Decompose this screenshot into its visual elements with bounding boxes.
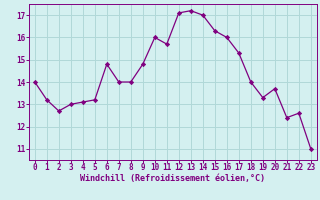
X-axis label: Windchill (Refroidissement éolien,°C): Windchill (Refroidissement éolien,°C) [80,174,265,183]
